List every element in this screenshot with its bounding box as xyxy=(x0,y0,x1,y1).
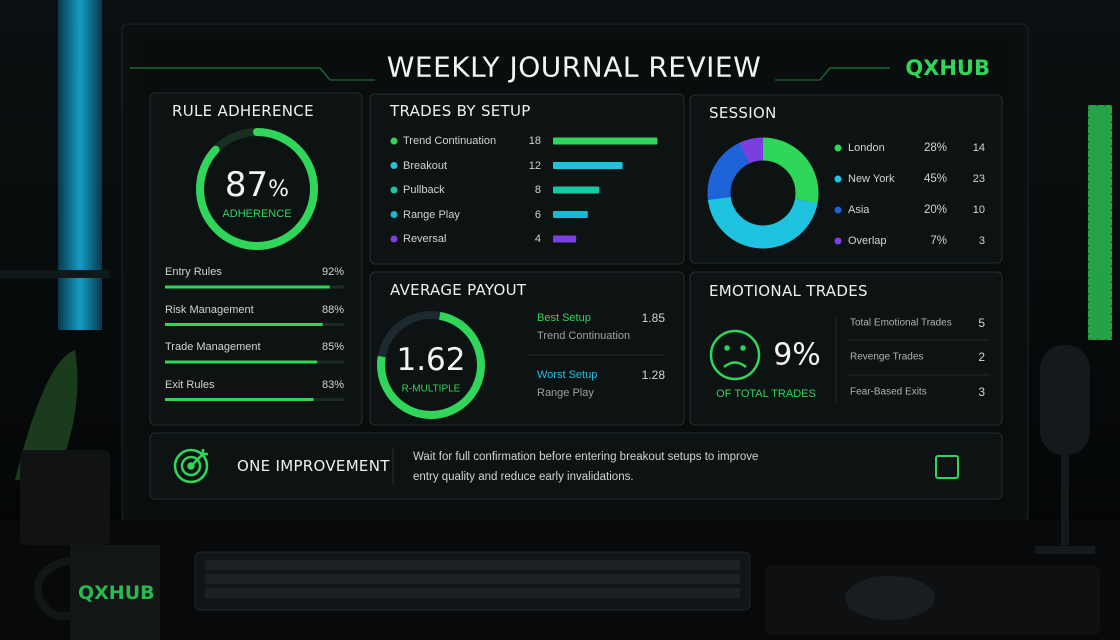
setup-name: Breakout xyxy=(403,159,448,172)
donut-segment xyxy=(707,137,819,249)
legend-dot xyxy=(390,186,398,194)
session-share: 20% xyxy=(923,204,947,216)
setup-name: Pullback xyxy=(403,184,445,196)
adherence-unit: % xyxy=(268,177,290,202)
setup-bar xyxy=(553,211,588,218)
session-share: 7% xyxy=(930,235,947,247)
rule-value: 83% xyxy=(321,378,344,391)
legend-dot xyxy=(834,175,842,183)
session-trades: 14 xyxy=(972,142,985,154)
emotional-share: 9% xyxy=(773,337,821,373)
panel-title: RULE ADHERENCE xyxy=(172,102,314,120)
session-trades: 10 xyxy=(972,204,985,216)
setup-bar xyxy=(553,186,600,194)
worst-value: 1.28 xyxy=(641,368,665,382)
rule-label: Risk Management xyxy=(165,303,254,316)
legend-dot xyxy=(834,144,842,152)
rule-label: Trade Management xyxy=(165,341,261,353)
session-name: Overlap xyxy=(848,235,887,247)
session-name: New York xyxy=(848,173,895,185)
legend-dot xyxy=(390,211,398,218)
payout-caption: R-MULTIPLE xyxy=(401,383,461,395)
worst-setup: Range Play xyxy=(537,387,594,399)
payout-value: 1.62 xyxy=(396,342,466,378)
rule-label: Entry Rules xyxy=(165,266,222,278)
adherence-caption: ADHERENCE xyxy=(222,208,292,220)
setup-bar xyxy=(553,235,577,243)
adherence-score: 87 xyxy=(224,165,269,205)
setup-bar xyxy=(553,162,623,169)
setup-count: 4 xyxy=(534,233,541,245)
emotional-value: 2 xyxy=(978,350,985,364)
best-setup: Trend Continuation xyxy=(537,330,631,342)
rule-label: Exit Rules xyxy=(165,378,215,391)
logo: QXHUB xyxy=(905,56,990,80)
session-share: 28% xyxy=(923,142,947,154)
best-value: 1.85 xyxy=(641,311,665,325)
panel-title: AVERAGE PAYOUT xyxy=(390,281,527,299)
rule-value: 88% xyxy=(321,303,344,316)
adherence-ring xyxy=(196,128,318,250)
panel-title: TRADES BY SETUP xyxy=(390,102,531,120)
emotional-value: 5 xyxy=(978,316,985,330)
emotional-label: Revenge Trades xyxy=(850,351,924,363)
emotional-caption: OF TOTAL TRADES xyxy=(716,388,816,400)
session-trades: 23 xyxy=(972,173,985,185)
session-share: 45% xyxy=(923,173,947,185)
setup-count: 18 xyxy=(528,135,541,147)
setup-bar xyxy=(553,137,658,145)
best-label: Best Setup xyxy=(537,312,591,324)
legend-dot xyxy=(390,137,398,145)
setup-count: 6 xyxy=(534,208,541,221)
donut-segment xyxy=(707,137,819,249)
setup-count: 12 xyxy=(528,159,541,172)
emotional-value: 3 xyxy=(978,385,985,399)
emotional-label: Fear-Based Exits xyxy=(850,386,927,398)
legend-dot xyxy=(834,206,842,214)
legend-dot xyxy=(390,235,398,243)
session-name: London xyxy=(848,142,885,154)
legend-dot xyxy=(390,162,398,169)
rule-value: 92% xyxy=(321,266,344,278)
setup-name: Range Play xyxy=(403,208,460,221)
setup-name: Trend Continuation xyxy=(403,135,497,147)
panel-title: SESSION xyxy=(709,104,777,122)
improvement-text: Wait for full confirmation before enteri… xyxy=(413,451,759,483)
dashboard-title: WEEKLY JOURNAL REVIEW xyxy=(386,50,762,84)
session-trades: 3 xyxy=(978,235,985,247)
setup-count: 8 xyxy=(534,184,541,196)
panel-title: EMOTIONAL TRADES xyxy=(709,282,868,300)
worst-label: Worst Setup xyxy=(537,369,598,381)
legend-dot xyxy=(834,237,842,245)
setup-name: Reversal xyxy=(403,233,447,245)
rule-value: 85% xyxy=(321,341,344,353)
adherence-score-wrap: 87% xyxy=(225,165,289,205)
improvement-title: ONE IMPROVEMENT xyxy=(237,457,390,475)
mug-logo: QXHUB xyxy=(78,582,155,604)
session-name: Asia xyxy=(848,204,870,216)
donut-segment xyxy=(707,137,819,249)
emotional-label: Total Emotional Trades xyxy=(850,317,952,329)
